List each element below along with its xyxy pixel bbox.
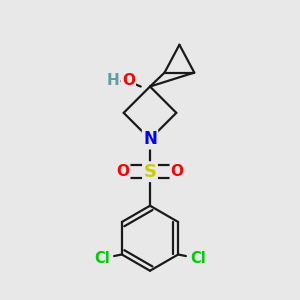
Text: Cl: Cl	[94, 251, 110, 266]
Text: O: O	[116, 164, 129, 179]
Text: S: S	[143, 163, 157, 181]
Text: O: O	[171, 164, 184, 179]
Text: N: N	[143, 130, 157, 148]
Text: O: O	[122, 74, 135, 88]
Text: Cl: Cl	[190, 251, 206, 266]
Text: H: H	[106, 74, 119, 88]
